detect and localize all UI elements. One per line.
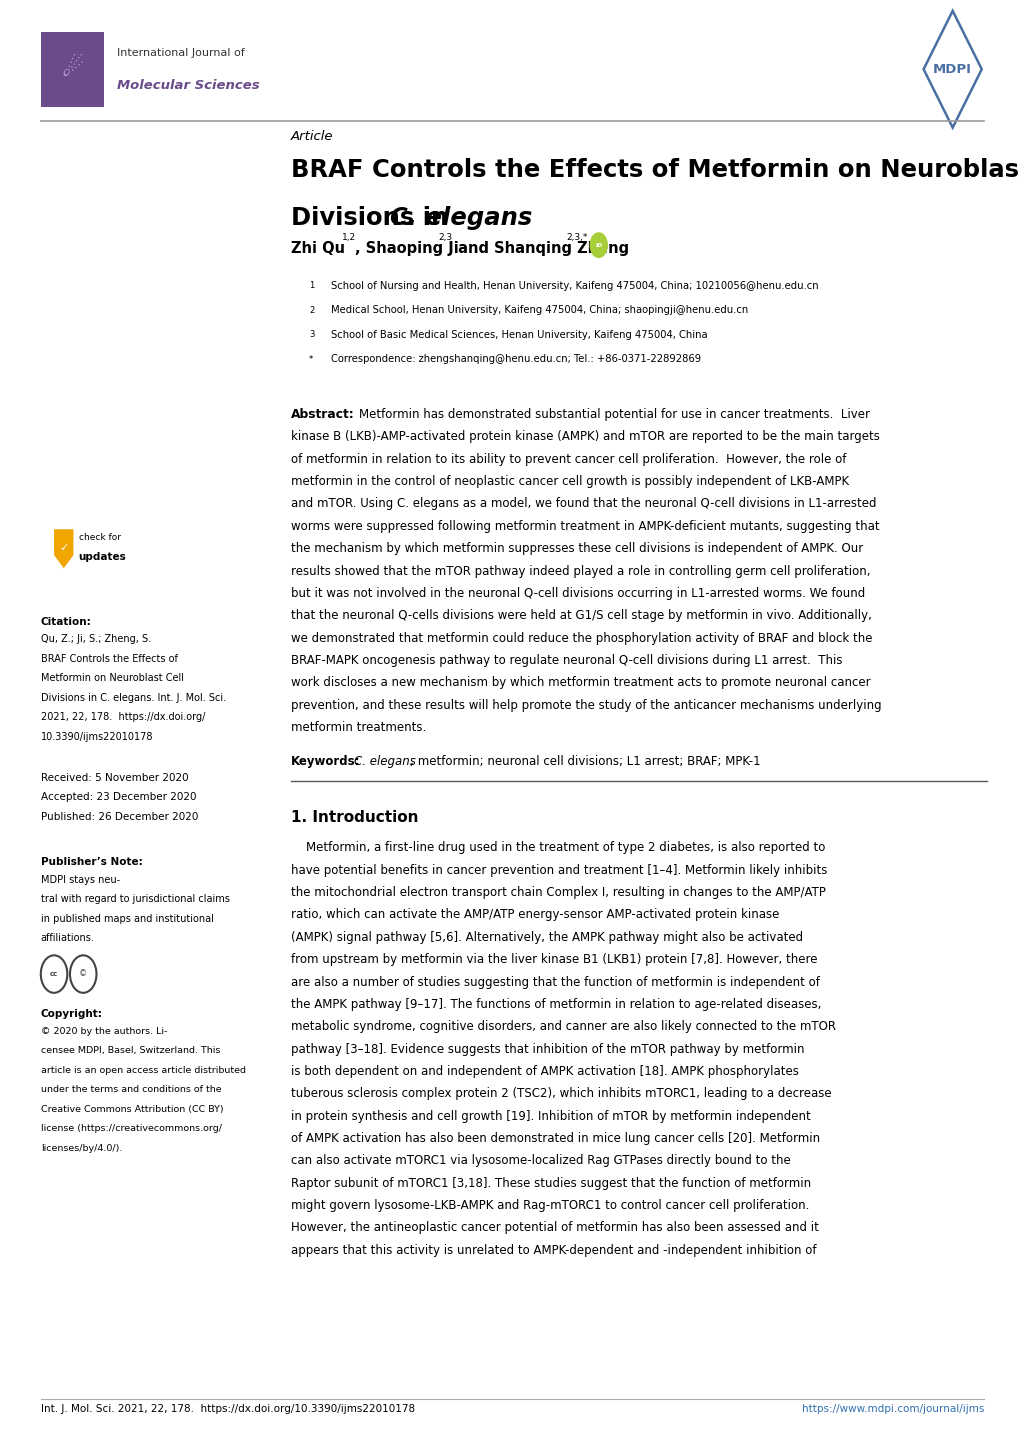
Text: and mTOR. Using C. elegans as a model, we found that the neuronal Q-cell divisio: and mTOR. Using C. elegans as a model, w… [290, 497, 875, 510]
Text: Abstract:: Abstract: [290, 408, 355, 421]
Text: ; metformin; neuronal cell divisions; L1 arrest; BRAF; MPK-1: ; metformin; neuronal cell divisions; L1… [410, 756, 760, 769]
Circle shape [589, 232, 607, 258]
Text: 2021, 22, 178.  https://dx.doi.org/: 2021, 22, 178. https://dx.doi.org/ [41, 712, 205, 722]
Text: *: * [309, 355, 313, 363]
Text: 2,3: 2,3 [438, 234, 452, 242]
Text: BRAF-MAPK oncogenesis pathway to regulate neuronal Q-cell divisions during L1 ar: BRAF-MAPK oncogenesis pathway to regulat… [290, 655, 842, 668]
Text: Medical School, Henan University, Kaifeng 475004, China; shaopingji@henu.edu.cn: Medical School, Henan University, Kaifen… [331, 306, 748, 314]
Text: 1. Introduction: 1. Introduction [290, 810, 418, 825]
Text: kinase B (LKB)-AMP-activated protein kinase (AMPK) and mTOR are reported to be t: kinase B (LKB)-AMP-activated protein kin… [290, 430, 878, 444]
Text: Citation:: Citation: [41, 617, 92, 627]
Text: and Shanqing Zheng: and Shanqing Zheng [452, 241, 629, 255]
Text: we demonstrated that metformin could reduce the phosphorylation activity of BRAF: we demonstrated that metformin could red… [290, 632, 871, 645]
Text: but it was not involved in the neuronal Q-cell divisions occurring in L1-arreste: but it was not involved in the neuronal … [290, 587, 864, 600]
Text: metformin treatments.: metformin treatments. [290, 721, 426, 734]
Text: cc: cc [50, 970, 58, 978]
Text: Keywords:: Keywords: [290, 756, 360, 769]
Text: 2: 2 [309, 306, 314, 314]
Text: Metformin has demonstrated substantial potential for use in cancer treatments.  : Metformin has demonstrated substantial p… [359, 408, 869, 421]
Text: Article: Article [290, 130, 333, 144]
Text: have potential benefits in cancer prevention and treatment [1–4]. Metformin like: have potential benefits in cancer preven… [290, 864, 826, 877]
Text: worms were suppressed following metformin treatment in AMPK-deficient mutants, s: worms were suppressed following metformi… [290, 521, 878, 534]
Text: the mitochondrial electron transport chain Complex I, resulting in changes to th: the mitochondrial electron transport cha… [290, 885, 824, 900]
Text: ☄: ☄ [61, 58, 84, 81]
Text: tuberous sclerosis complex protein 2 (TSC2), which inhibits mTORC1, leading to a: tuberous sclerosis complex protein 2 (TS… [290, 1087, 830, 1100]
Text: BRAF Controls the Effects of: BRAF Controls the Effects of [41, 655, 177, 663]
Text: from upstream by metformin via the liver kinase B1 (LKB1) protein [7,8]. However: from upstream by metformin via the liver… [290, 953, 816, 966]
Text: BRAF Controls the Effects of Metformin on Neuroblast Cell: BRAF Controls the Effects of Metformin o… [290, 159, 1019, 182]
Text: Received: 5 November 2020: Received: 5 November 2020 [41, 773, 189, 783]
Text: Zhi Qu: Zhi Qu [290, 241, 344, 255]
Text: metabolic syndrome, cognitive disorders, and canner are also likely connected to: metabolic syndrome, cognitive disorders,… [290, 1021, 835, 1034]
Text: iD: iD [594, 242, 602, 248]
Text: (AMPK) signal pathway [5,6]. Alternatively, the AMPK pathway might also be activ: (AMPK) signal pathway [5,6]. Alternative… [290, 932, 802, 945]
Text: can also activate mTORC1 via lysosome-localized Rag GTPases directly bound to th: can also activate mTORC1 via lysosome-lo… [290, 1154, 790, 1168]
Text: in published maps and institutional: in published maps and institutional [41, 914, 213, 923]
Text: © 2020 by the authors. Li-: © 2020 by the authors. Li- [41, 1027, 167, 1035]
Text: under the terms and conditions of the: under the terms and conditions of the [41, 1086, 221, 1094]
Text: license (https://creativecommons.org/: license (https://creativecommons.org/ [41, 1125, 221, 1133]
Text: tral with regard to jurisdictional claims: tral with regard to jurisdictional claim… [41, 894, 229, 904]
Text: 3: 3 [309, 330, 314, 339]
Text: work discloses a new mechanism by which metformin treatment acts to promote neur: work discloses a new mechanism by which … [290, 676, 869, 689]
Text: licenses/by/4.0/).: licenses/by/4.0/). [41, 1144, 122, 1152]
Text: Publisher’s Note:: Publisher’s Note: [41, 857, 143, 867]
Text: 2,3,*: 2,3,* [566, 234, 587, 242]
Text: check for: check for [78, 534, 120, 542]
Text: pathway [3–18]. Evidence suggests that inhibition of the mTOR pathway by metform: pathway [3–18]. Evidence suggests that i… [290, 1043, 803, 1056]
Text: Correspondence: zhengshanqing@henu.edu.cn; Tel.: +86-0371-22892869: Correspondence: zhengshanqing@henu.edu.c… [331, 355, 701, 363]
Text: Int. J. Mol. Sci. 2021, 22, 178.  https://dx.doi.org/10.3390/ijms22010178: Int. J. Mol. Sci. 2021, 22, 178. https:/… [41, 1405, 415, 1413]
Polygon shape [54, 529, 73, 568]
Text: Divisions in C. elegans. Int. J. Mol. Sci.: Divisions in C. elegans. Int. J. Mol. Sc… [41, 694, 225, 702]
Text: metformin in the control of neoplastic cancer cell growth is possibly independen: metformin in the control of neoplastic c… [290, 476, 848, 489]
Text: Published: 26 December 2020: Published: 26 December 2020 [41, 812, 198, 822]
Text: Molecular Sciences: Molecular Sciences [117, 79, 260, 92]
Text: Creative Commons Attribution (CC BY): Creative Commons Attribution (CC BY) [41, 1105, 223, 1113]
Text: 10.3390/ijms22010178: 10.3390/ijms22010178 [41, 733, 153, 741]
Text: Metformin on Neuroblast Cell: Metformin on Neuroblast Cell [41, 673, 183, 684]
Text: Metformin, a first-line drug used in the treatment of type 2 diabetes, is also r: Metformin, a first-line drug used in the… [290, 842, 824, 855]
Text: Qu, Z.; Ji, S.; Zheng, S.: Qu, Z.; Ji, S.; Zheng, S. [41, 634, 151, 645]
Text: School of Basic Medical Sciences, Henan University, Kaifeng 475004, China: School of Basic Medical Sciences, Henan … [331, 330, 707, 339]
Text: 1: 1 [309, 281, 314, 290]
Text: of AMPK activation has also been demonstrated in mice lung cancer cells [20]. Me: of AMPK activation has also been demonst… [290, 1132, 819, 1145]
Text: prevention, and these results will help promote the study of the anticancer mech: prevention, and these results will help … [290, 699, 880, 712]
Text: article is an open access article distributed: article is an open access article distri… [41, 1066, 246, 1074]
Text: School of Nursing and Health, Henan University, Kaifeng 475004, China; 10210056@: School of Nursing and Health, Henan Univ… [331, 281, 818, 290]
Text: the mechanism by which metformin suppresses these cell divisions is independent : the mechanism by which metformin suppres… [290, 542, 862, 555]
FancyBboxPatch shape [41, 32, 104, 107]
Text: MDPI stays neu-: MDPI stays neu- [41, 874, 120, 884]
Text: Copyright:: Copyright: [41, 1009, 103, 1019]
Text: 1,2: 1,2 [341, 234, 356, 242]
Text: of metformin in relation to its ability to prevent cancer cell proliferation.  H: of metformin in relation to its ability … [290, 453, 845, 466]
Text: https://www.mdpi.com/journal/ijms: https://www.mdpi.com/journal/ijms [801, 1405, 983, 1413]
Text: affiliations.: affiliations. [41, 933, 95, 943]
Text: ratio, which can activate the AMP/ATP energy-sensor AMP-activated protein kinase: ratio, which can activate the AMP/ATP en… [290, 908, 779, 921]
Text: , Shaoping Ji: , Shaoping Ji [355, 241, 459, 255]
Text: appears that this activity is unrelated to AMPK-dependent and -independent inhib: appears that this activity is unrelated … [290, 1243, 815, 1257]
Text: results showed that the mTOR pathway indeed played a role in controlling germ ce: results showed that the mTOR pathway ind… [290, 565, 869, 578]
Text: is both dependent on and independent of AMPK activation [18]. AMPK phosphorylate: is both dependent on and independent of … [290, 1064, 798, 1079]
Text: International Journal of: International Journal of [117, 48, 245, 58]
Text: However, the antineoplastic cancer potential of metformin has also been assessed: However, the antineoplastic cancer poten… [290, 1221, 818, 1234]
Text: the AMPK pathway [9–17]. The functions of metformin in relation to age-related d: the AMPK pathway [9–17]. The functions o… [290, 998, 820, 1011]
Text: are also a number of studies suggesting that the function of metformin is indepe: are also a number of studies suggesting … [290, 976, 819, 989]
Text: censee MDPI, Basel, Switzerland. This: censee MDPI, Basel, Switzerland. This [41, 1047, 220, 1056]
Text: C. elegans: C. elegans [389, 206, 531, 229]
Text: might govern lysosome-LKB-AMPK and Rag-mTORC1 to control cancer cell proliferati: might govern lysosome-LKB-AMPK and Rag-m… [290, 1200, 808, 1213]
Text: Accepted: 23 December 2020: Accepted: 23 December 2020 [41, 793, 196, 802]
Text: ✓: ✓ [59, 544, 68, 552]
Text: Divisions in: Divisions in [290, 206, 457, 229]
Text: in protein synthesis and cell growth [19]. Inhibition of mTOR by metformin indep: in protein synthesis and cell growth [19… [290, 1110, 810, 1123]
Text: ©: © [79, 969, 88, 979]
Text: C. elegans: C. elegans [354, 756, 416, 769]
Text: that the neuronal Q-cells divisions were held at G1/S cell stage by metformin in: that the neuronal Q-cells divisions were… [290, 610, 870, 623]
Text: MDPI: MDPI [932, 62, 971, 76]
Text: updates: updates [78, 552, 126, 561]
Text: Raptor subunit of mTORC1 [3,18]. These studies suggest that the function of metf: Raptor subunit of mTORC1 [3,18]. These s… [290, 1177, 810, 1190]
